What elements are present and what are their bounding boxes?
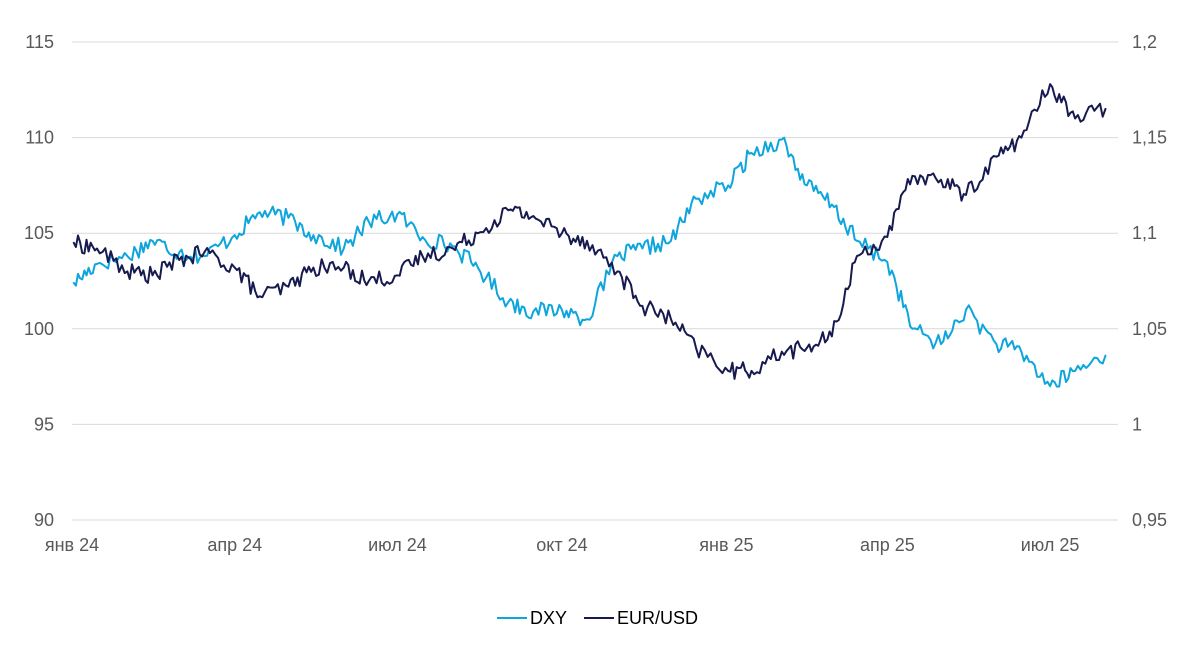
y-left-tick-label: 95	[34, 414, 54, 434]
y-right-tick-label: 1,1	[1132, 223, 1157, 243]
x-tick-label: окт 24	[536, 535, 587, 555]
y-left-tick-label: 90	[34, 510, 54, 530]
y-right-tick-label: 0,95	[1132, 510, 1167, 530]
x-axis: янв 24 апр 24 июл 24 окт 24 янв 25 апр 25 июл …	[45, 535, 1080, 555]
y-left-tick-label: 105	[24, 223, 54, 243]
series-line-eurusd	[72, 83, 1107, 380]
x-tick-label: янв 24	[45, 535, 99, 555]
y-left-tick-label: 110	[25, 128, 54, 148]
y-axis-right: 0,95 1 1,05 1,1 1,15 1,2	[1132, 32, 1167, 530]
x-tick-label: апр 25	[860, 535, 915, 555]
y-right-tick-label: 1	[1132, 414, 1142, 434]
series-lines	[72, 83, 1107, 388]
y-left-tick-label: 115	[25, 32, 54, 52]
legend-label: EUR/USD	[617, 608, 698, 628]
y-left-tick-label: 100	[24, 319, 54, 339]
series-line-dxy	[72, 136, 1107, 388]
gridlines	[72, 41, 1118, 521]
x-tick-label: янв 25	[699, 535, 753, 555]
x-tick-label: апр 24	[207, 535, 262, 555]
legend-label: DXY	[530, 608, 567, 628]
legend: DXY EUR/USD	[497, 608, 698, 628]
y-right-tick-label: 1,05	[1132, 319, 1167, 339]
y-right-tick-label: 1,2	[1132, 32, 1157, 52]
x-tick-label: июл 25	[1021, 535, 1080, 555]
y-right-tick-label: 1,15	[1132, 128, 1167, 148]
x-tick-label: июл 24	[368, 535, 427, 555]
y-axis-left: 90 95 100 105 110 115	[24, 32, 54, 530]
